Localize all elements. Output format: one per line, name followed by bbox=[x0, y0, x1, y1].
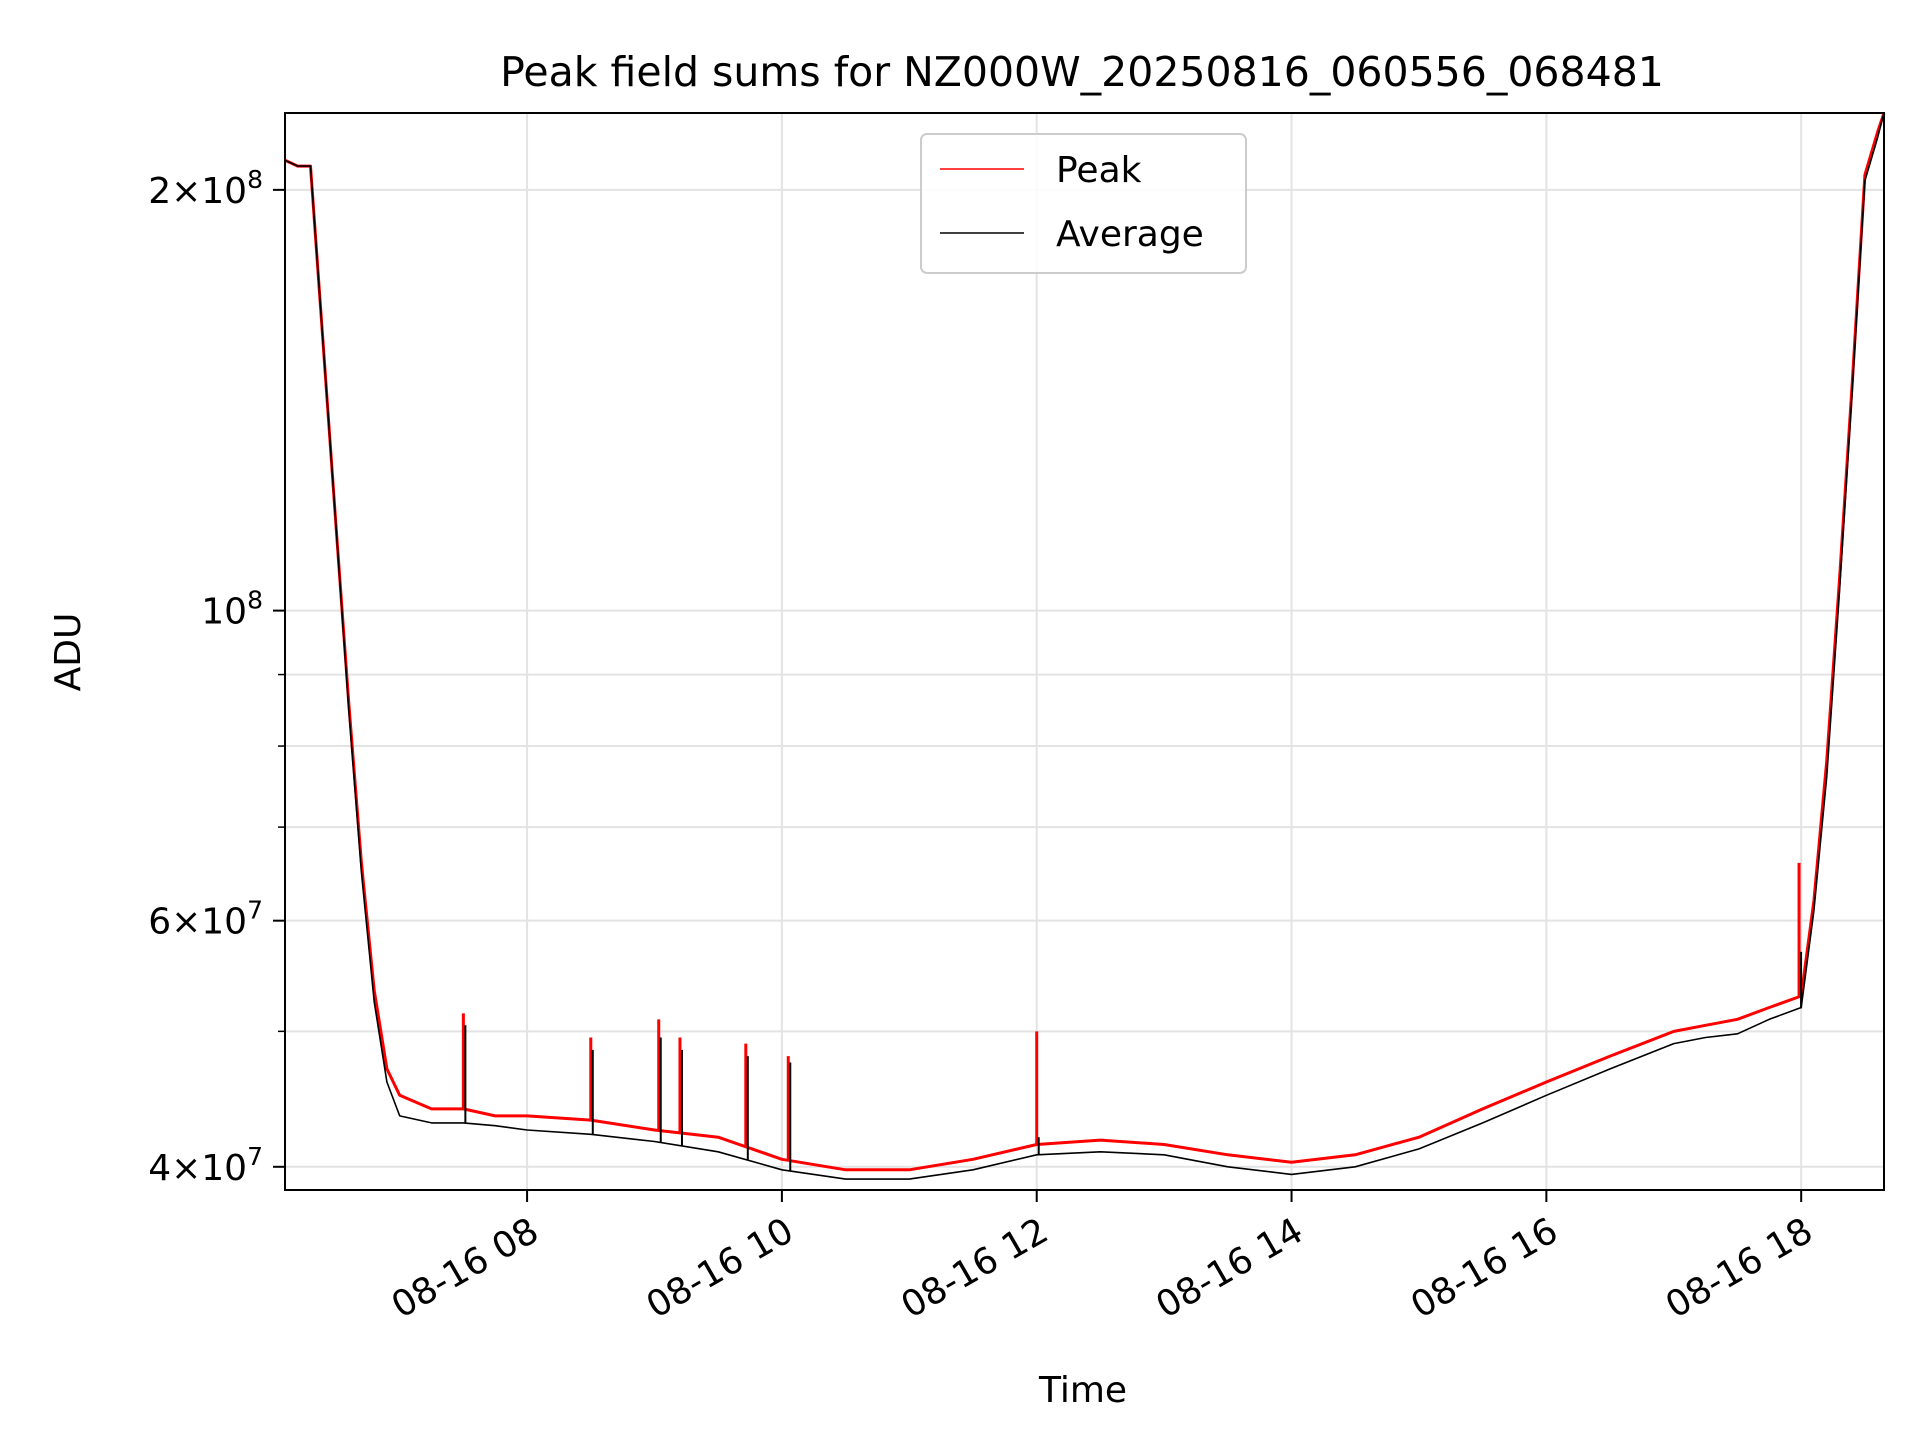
x-axis-label: Time bbox=[1038, 1370, 1127, 1411]
legend: Peak Average bbox=[920, 133, 1247, 274]
series-layer bbox=[284, 112, 1886, 1180]
y-axis-label: ADU bbox=[48, 613, 89, 692]
y-tick-label: 6×107 bbox=[148, 896, 263, 943]
y-tick-label: 2×108 bbox=[148, 165, 263, 212]
y-tick-label: 4×107 bbox=[148, 1142, 263, 1189]
plot-frame bbox=[284, 112, 1885, 1191]
legend-label-peak: Peak bbox=[1056, 150, 1142, 191]
legend-label-average: Average bbox=[1056, 214, 1204, 255]
y-axis: 4×107 6×107 108 2×108 bbox=[148, 165, 285, 1189]
y-tick-label: 108 bbox=[201, 586, 263, 633]
chart-title: Peak field sums for NZ000W_20250816_0605… bbox=[500, 48, 1664, 96]
